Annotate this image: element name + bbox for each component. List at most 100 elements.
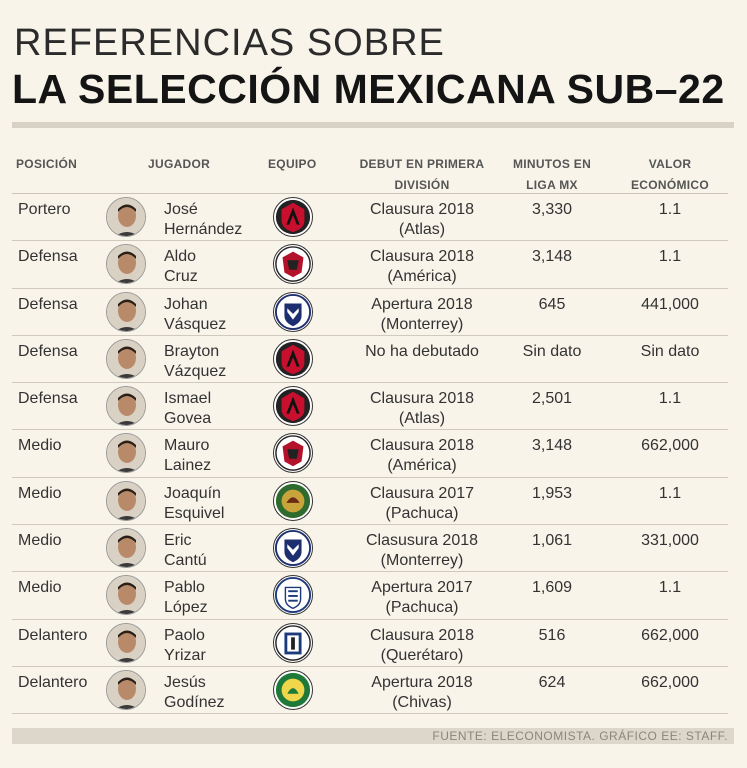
row-value: 331,000 [641,532,699,550]
table-row: Delantero Paolo Yrizar Clausura 2018 (Querét… [12,620,728,667]
queretaro-crest-icon [273,622,313,663]
player-photo-icon [106,669,146,710]
tijuana-crest-icon [273,244,313,285]
table-row: Defensa Ismael Govea Clausura 2018 (Atlas) 2,… [12,383,728,431]
player-photo-icon [106,197,146,237]
row-minutes: 1,061 [531,532,573,550]
player-name: Brayton Vázquez [164,342,227,380]
title-line-2: LA SELECCIÓN MEXICANA SUB–22 [12,66,725,112]
row-value: 1.1 [658,579,682,597]
row-value: 1.1 [658,390,682,408]
row-value: Sin dato [640,342,700,360]
row-value: 662,000 [641,673,699,691]
table-row: Delantero Jesús Godínez Apertura 2018 (Chiva… [12,667,728,715]
player-photo-icon [106,528,146,569]
player-photo-icon [106,480,146,521]
row-value: 1.1 [658,248,682,266]
table-row: Defensa Johan Vásquez Apertura 2018 (Monterr… [12,289,728,336]
row-debut: No ha debutado [365,342,479,360]
leon-crest-icon [273,669,313,710]
player-name: Aldo Cruz [164,248,198,286]
row-minutes: 3,148 [531,437,573,455]
row-minutes: 1,953 [531,484,573,502]
atlas-crest-icon [273,386,313,427]
header-position: POSICIÓN [16,157,78,171]
row-minutes: 3,148 [531,248,573,266]
player-name: Johan Vásquez [164,295,227,333]
atlas-crest-icon [273,338,313,379]
player-name: José Hernández [164,201,243,238]
row-position: Medio [18,484,62,502]
row-value: 441,000 [641,295,699,313]
row-value: 662,000 [641,437,699,455]
source-text: FUENTE: ELECONOMISTA. GRÁFICO EE: STAFF. [432,729,728,743]
player-photo-icon [106,575,146,616]
atlas-crest-icon [273,197,313,237]
row-debut: Clausura 2018 (Atlas) [369,390,475,428]
row-position: Medio [18,437,62,455]
row-position: Portero [18,201,71,218]
row-position: Medio [18,579,62,597]
row-position: Delantero [18,673,88,691]
player-photo-icon [106,433,146,474]
player-photo-icon [106,291,146,332]
player-name: Pablo López [164,579,208,617]
table-row: Defensa Brayton Vázquez No ha debutado Sin d… [12,336,728,384]
row-debut: Apertura 2018 (Monterrey) [371,295,473,333]
row-position: Defensa [18,390,78,408]
row-debut: Clausura 2018 (Atlas) [369,201,475,238]
source-footer: FUENTE: ELECONOMISTA. GRÁFICO EE: STAFF. [12,728,734,744]
player-photo-icon [106,386,146,427]
row-position: Defensa [18,342,78,360]
player-name: Ismael Govea [164,390,212,428]
player-name: Joaquín Esquivel [164,484,225,522]
row-debut: Apertura 2018 (Chivas) [371,673,473,711]
player-photo-icon [106,622,146,663]
tijuana-crest-icon [273,433,313,474]
table-row: Medio Pablo López Apertura 2017 (Pachuca) 1,6… [12,572,728,620]
row-value: 1.1 [658,484,682,502]
pachuca-crest-icon [273,575,313,616]
row-minutes: 2,501 [531,390,573,408]
row-minutes: 624 [538,673,566,691]
player-photo-icon [106,338,146,379]
header-team: EQUIPO [268,157,317,171]
player-photo-icon [106,244,146,285]
row-debut: Clausura 2017 (Pachuca) [369,484,475,522]
player-name: Eric Cantú [164,532,207,570]
row-minutes: 3,330 [531,201,573,218]
row-value: 1.1 [658,201,682,218]
row-position: Defensa [18,295,78,313]
player-name: Mauro Lainez [164,437,212,475]
header-debut: DEBUT EN PRIMERA DIVISIÓN [359,157,485,192]
monterrey-crest-icon [273,291,313,332]
header-minutes: MINUTOS EN LIGA MX [512,157,592,192]
juarez-crest-icon [273,480,313,521]
table-header: POSICIÓN JUGADOR EQUIPO DEBUT EN PRIMERA… [12,148,728,194]
row-minutes: Sin dato [522,342,582,360]
table-row: Defensa Aldo Cruz Clausura 2018 (América) 3,1… [12,241,728,289]
row-minutes: 516 [538,626,566,644]
header-player: JUGADOR [148,157,211,171]
table-row: Medio Joaquín Esquivel Clausura 2017 (Pachuc… [12,478,728,526]
row-debut: Clausura 2018 (América) [369,248,475,286]
row-debut: Clausura 2018 (Querétaro) [369,626,475,664]
row-position: Defensa [18,248,78,266]
title-line-1: REFERENCIAS SOBRE [14,22,445,64]
table-row: Medio Eric Cantú Clasusura 2018 (Monterrey) 1… [12,525,728,573]
player-name: Paolo Yrizar [164,626,206,664]
row-minutes: 1,609 [531,579,573,597]
row-debut: Apertura 2017 (Pachuca) [371,579,473,617]
row-debut: Clasusura 2018 (Monterrey) [365,532,479,570]
row-minutes: 645 [538,295,566,313]
header-value: VALOR ECONÓMICO [630,157,710,192]
player-name: Jesús Godínez [164,673,225,711]
row-position: Medio [18,532,62,550]
players-table: POSICIÓN JUGADOR EQUIPO DEBUT EN PRIMERA… [12,148,728,715]
title-divider [12,122,734,128]
row-position: Delantero [18,626,88,644]
row-debut: Clausura 2018 (América) [369,437,475,475]
table-row: Medio Mauro Lainez Clausura 2018 (América) 3,… [12,430,728,478]
monterrey-crest-icon [273,528,313,569]
row-value: 662,000 [641,626,699,644]
